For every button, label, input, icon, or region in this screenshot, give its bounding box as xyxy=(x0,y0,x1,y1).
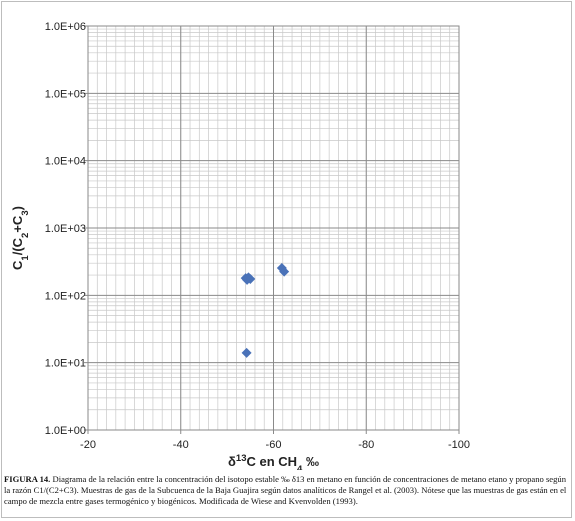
caption-label: FIGURA 14. xyxy=(4,474,51,484)
data-point xyxy=(241,347,252,358)
y-tick-label: 1.0E+04 xyxy=(45,156,86,168)
x-tick-label: -100 xyxy=(448,439,470,451)
x-tick-label: -60 xyxy=(266,439,282,451)
x-axis-title: δ13C en CH4 ‰ xyxy=(228,453,319,471)
data-point xyxy=(279,266,290,277)
y-axis-title: C1/(C2+C3) xyxy=(10,206,31,270)
data-point xyxy=(242,274,253,285)
y-tick-label: 1.0E+00 xyxy=(45,425,86,437)
data-points xyxy=(240,262,290,358)
y-tick-label: 1.0E+01 xyxy=(45,358,86,370)
caption-text: Diagrama de la relación entre la concent… xyxy=(4,474,567,506)
y-tick-labels: 1.0E+00 1.0E+01 1.0E+02 1.0E+03 1.0E+04 1.0E+… xyxy=(45,21,86,437)
x-tick-labels: -20 -40 -60 -80 -100 xyxy=(80,439,470,451)
y-tick-label: 1.0E+02 xyxy=(45,290,86,302)
y-tick-label: 1.0E+03 xyxy=(45,223,86,235)
scatter-chart: 1.0E+00 1.0E+01 1.0E+02 1.0E+03 1.0E+04 1.0E+… xyxy=(10,21,470,471)
y-tick-label: 1.0E+05 xyxy=(45,88,86,100)
plot-area-frame xyxy=(87,25,460,431)
x-tick-label: -80 xyxy=(358,439,374,451)
figure-caption: FIGURA 14. Diagrama de la relación entre… xyxy=(4,474,570,507)
x-tick-label: -40 xyxy=(173,439,189,451)
y-tick-label: 1.0E+06 xyxy=(45,21,86,33)
grid-major-lines xyxy=(84,25,460,434)
x-tick-label: -20 xyxy=(80,439,96,451)
